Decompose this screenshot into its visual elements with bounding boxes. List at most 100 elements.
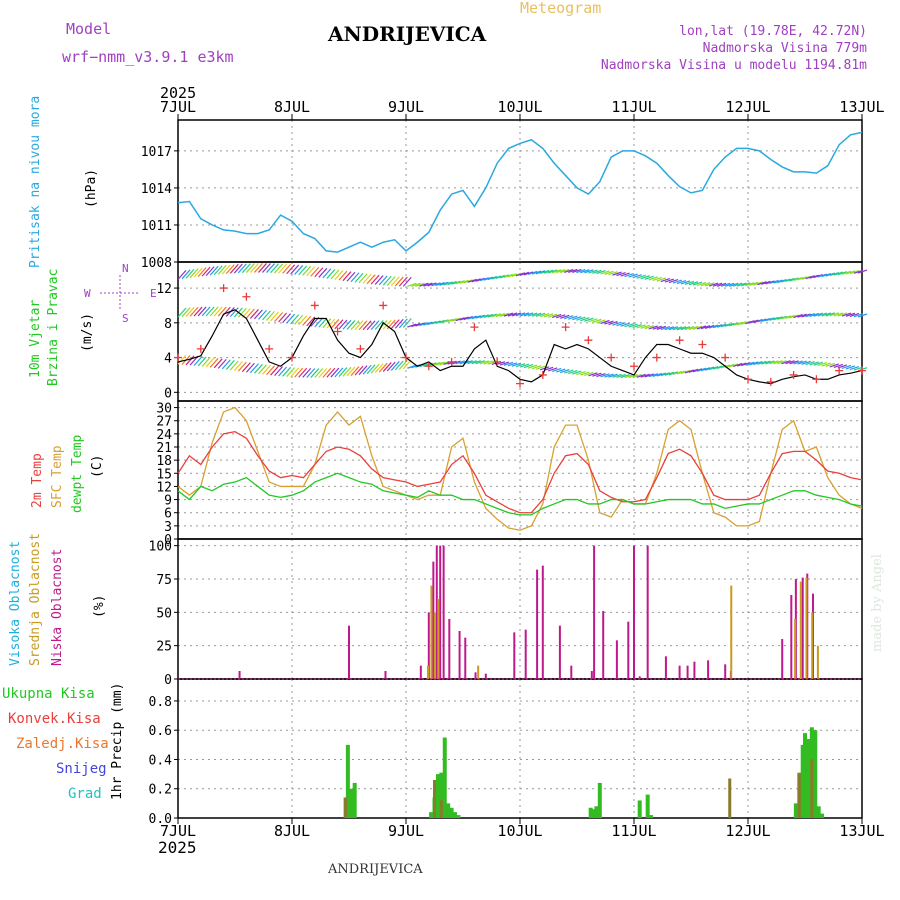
wind-barb bbox=[229, 263, 239, 274]
wind-barb bbox=[483, 313, 493, 318]
wind-barb bbox=[560, 268, 570, 274]
wind-barb bbox=[672, 279, 683, 284]
wind-barb bbox=[177, 354, 187, 365]
wind-barb bbox=[853, 269, 864, 274]
wind-barb bbox=[793, 360, 803, 365]
wind-barb bbox=[592, 269, 602, 274]
wind-barb bbox=[833, 271, 844, 276]
wind-barb bbox=[749, 281, 759, 286]
wind-barb bbox=[628, 373, 638, 379]
wind-barb bbox=[249, 309, 259, 319]
year-bottom: 2025 bbox=[158, 838, 197, 857]
wind-barb bbox=[483, 360, 493, 365]
wind-barb bbox=[515, 272, 526, 277]
wind-barb bbox=[781, 360, 791, 365]
wind-barb bbox=[282, 313, 292, 323]
wind-barb bbox=[326, 269, 336, 279]
total-rain-bar bbox=[637, 800, 642, 818]
wind-barb bbox=[612, 271, 622, 276]
wind-barb bbox=[720, 323, 731, 328]
wind-barb bbox=[358, 273, 368, 284]
wind-barb bbox=[362, 273, 372, 284]
wind-barb bbox=[829, 363, 840, 368]
wind-barb bbox=[205, 306, 215, 317]
wind-barb bbox=[716, 323, 727, 328]
wind-barb bbox=[515, 312, 526, 317]
wind-barb bbox=[777, 315, 787, 320]
y-tick-label: 0.4 bbox=[149, 753, 173, 768]
wind-barb bbox=[370, 363, 380, 374]
wind-barb bbox=[636, 373, 646, 378]
wind-barb bbox=[781, 278, 791, 283]
wind-barb bbox=[435, 281, 445, 287]
wind-barb bbox=[258, 364, 267, 375]
wind-barb bbox=[294, 314, 304, 325]
wind-barb bbox=[576, 268, 586, 274]
gust-marker bbox=[789, 370, 798, 379]
wind-barb bbox=[334, 367, 344, 378]
wind-barb bbox=[362, 320, 372, 331]
wind-barb bbox=[700, 325, 711, 330]
model-altitude-label: Nadmorska Visina u modelu 1194.81m bbox=[600, 58, 867, 73]
gust-marker bbox=[242, 292, 251, 301]
wind-barb bbox=[390, 361, 400, 371]
wind-barb bbox=[837, 312, 848, 317]
wind-barb bbox=[249, 363, 259, 374]
wind-barb bbox=[588, 318, 598, 323]
wind-barb bbox=[531, 270, 542, 275]
wind-barb bbox=[757, 281, 767, 286]
y-tick-label: 3 bbox=[164, 520, 172, 535]
gust-marker bbox=[174, 353, 182, 362]
wind-barb bbox=[338, 270, 348, 281]
wind-barb bbox=[302, 368, 312, 378]
total-rain-bar bbox=[435, 774, 440, 818]
wind-barb bbox=[346, 320, 356, 330]
wind-barb bbox=[753, 318, 763, 324]
wind-barb bbox=[338, 367, 348, 377]
wind-barb bbox=[624, 323, 634, 328]
wind-barb bbox=[346, 271, 356, 282]
wind-barb bbox=[628, 323, 638, 328]
wind-barb bbox=[785, 314, 795, 319]
wind-barb bbox=[499, 274, 510, 279]
wind-barb bbox=[185, 268, 195, 279]
dewpoint-line bbox=[177, 472, 863, 516]
wind-barb bbox=[600, 319, 610, 325]
wind-barb bbox=[531, 312, 542, 317]
meteogram-title: Meteogram bbox=[520, 0, 602, 17]
wind-barb bbox=[262, 310, 271, 321]
wind-barb bbox=[306, 316, 316, 327]
wind-barb bbox=[467, 315, 477, 320]
wind-barb bbox=[499, 361, 510, 366]
wind-barb bbox=[672, 370, 683, 375]
wind-barb bbox=[733, 321, 743, 326]
wind-barb bbox=[769, 360, 779, 365]
gust-marker bbox=[698, 340, 707, 349]
lonlat-label: lon,lat (19.78E, 42.72N) bbox=[679, 24, 867, 39]
wind-barb bbox=[640, 275, 650, 280]
wind-barb bbox=[245, 308, 255, 319]
wind-barb bbox=[604, 373, 614, 378]
wind-barb bbox=[600, 373, 610, 378]
wind-barb bbox=[543, 269, 554, 274]
wind-barb bbox=[350, 272, 360, 283]
x-tick-label: 10JUL bbox=[497, 822, 542, 840]
wind-barb bbox=[382, 319, 392, 330]
wind-barb bbox=[608, 373, 618, 378]
wind-barb bbox=[737, 321, 747, 326]
legend-total-rain: Ukupna Kisa bbox=[2, 686, 95, 702]
wind-barb bbox=[785, 277, 795, 283]
x-tick-label: 7JUL bbox=[160, 98, 196, 116]
wind-barb bbox=[451, 360, 461, 365]
wind-barb bbox=[531, 365, 542, 370]
wind-barb bbox=[668, 326, 679, 331]
total-rain-bar bbox=[803, 733, 807, 818]
wind-barb bbox=[733, 362, 743, 368]
convective-rain-bar bbox=[810, 759, 814, 818]
wind-barb bbox=[584, 269, 594, 274]
wind-barb bbox=[415, 322, 425, 327]
convective-rain-bar bbox=[344, 797, 348, 818]
wind-barb bbox=[487, 313, 498, 318]
total-rain-bar bbox=[429, 812, 434, 818]
